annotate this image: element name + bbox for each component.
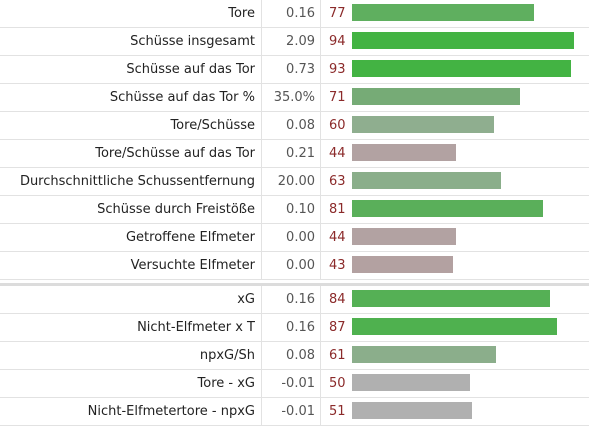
percentile-bar-track [352,4,582,23]
percentile-bar [352,228,456,245]
stat-row: Tore 0.16 77 [0,0,589,28]
percentile-bar-track [352,256,582,275]
stat-label: Tore [228,6,255,21]
percentile-bar [352,172,501,189]
stat-label: npxG/Sh [199,348,255,363]
stat-percentile: 43 [320,252,354,279]
percentile-bar [352,402,472,419]
stat-label: Versuchte Elfmeter [130,258,255,273]
stat-row: Schüsse auf das Tor % 35.0% 71 [0,84,589,112]
stat-percentile: 61 [320,342,354,369]
stat-row: Tore/Schüsse auf das Tor 0.21 44 [0,140,589,168]
stat-percentile: 51 [320,398,354,425]
stat-label: Tore/Schüsse [170,118,255,133]
percentile-bar [352,290,550,307]
stat-percentile: 71 [320,84,354,111]
stats-group-expected: xG 0.16 84 Nicht-Elfmeter x T 0.16 87 npxG/Sh 0… [0,286,589,426]
percentile-bar [352,256,453,273]
stat-label: Schüsse durch Freistöße [97,202,255,217]
stat-value: 0.00 [261,224,315,251]
stat-value: 0.08 [261,342,315,369]
percentile-bar [352,88,520,105]
stat-label: Getroffene Elfmeter [125,230,255,245]
stat-percentile: 93 [320,56,354,83]
stat-value: 0.00 [261,252,315,279]
stat-percentile: 94 [320,28,354,55]
stat-row: xG 0.16 84 [0,286,589,314]
stat-value: 35.0% [261,84,315,111]
group-separator [0,280,589,286]
percentile-bar [352,60,571,77]
stat-value: 0.10 [261,196,315,223]
stat-percentile: 63 [320,168,354,195]
stat-value: 0.16 [261,0,315,27]
percentile-bar-track [352,346,582,365]
percentile-bar-track [352,200,582,219]
stat-value: -0.01 [261,370,315,397]
stat-row: Nicht-Elfmeter x T 0.16 87 [0,314,589,342]
percentile-bar-track [352,60,582,79]
stat-label: Durchschnittliche Schussentfernung [19,174,255,189]
stat-label: Schüsse auf das Tor % [109,90,255,105]
stats-group-shooting: Tore 0.16 77 Schüsse insgesamt 2.09 94 Schüsse… [0,0,589,280]
stat-value: 0.16 [261,286,315,313]
stat-percentile: 44 [320,140,354,167]
stat-row: Schüsse durch Freistöße 0.10 81 [0,196,589,224]
percentile-bar [352,4,534,21]
percentile-bar [352,116,494,133]
percentile-bar-track [352,228,582,247]
stat-row: Getroffene Elfmeter 0.00 44 [0,224,589,252]
percentile-bar-track [352,116,582,135]
stat-value: 0.08 [261,112,315,139]
stat-value: 20.00 [261,168,315,195]
stat-value: 0.21 [261,140,315,167]
stat-percentile: 77 [320,0,354,27]
stat-percentile: 81 [320,196,354,223]
percentile-bar [352,346,496,363]
percentile-bar-track [352,290,582,309]
stat-row: Schüsse insgesamt 2.09 94 [0,28,589,56]
stat-label: Nicht-Elfmeter x T [137,320,255,335]
percentile-bar [352,200,543,217]
percentile-bar [352,318,557,335]
stat-row: npxG/Sh 0.08 61 [0,342,589,370]
percentile-bar [352,144,456,161]
percentile-bar-track [352,88,582,107]
percentile-bar-track [352,32,582,51]
percentile-bar-track [352,402,582,421]
stat-label: Schüsse insgesamt [130,34,255,49]
stat-percentile: 84 [320,286,354,313]
stat-row: Durchschnittliche Schussentfernung 20.00 6… [0,168,589,196]
stat-label: xG [237,292,255,307]
percentile-bar-track [352,374,582,393]
stat-percentile: 50 [320,370,354,397]
stat-value: -0.01 [261,398,315,425]
percentile-bar [352,374,470,391]
stat-row: Tore - xG -0.01 50 [0,370,589,398]
stat-label: Tore/Schüsse auf das Tor [95,146,255,161]
stat-percentile: 60 [320,112,354,139]
stat-row: Versuchte Elfmeter 0.00 43 [0,252,589,280]
stat-row: Schüsse auf das Tor 0.73 93 [0,56,589,84]
stat-value: 2.09 [261,28,315,55]
stat-label: Nicht-Elfmetertore - npxG [87,404,255,419]
percentile-bar-track [352,172,582,191]
stat-label: Tore - xG [197,376,255,391]
percentile-bar-track [352,144,582,163]
percentile-bar-track [352,318,582,337]
stat-value: 0.16 [261,314,315,341]
stat-percentile: 44 [320,224,354,251]
stat-percentile: 87 [320,314,354,341]
stat-value: 0.73 [261,56,315,83]
stat-label: Schüsse auf das Tor [126,62,255,77]
stat-row: Tore/Schüsse 0.08 60 [0,112,589,140]
percentile-bar [352,32,574,49]
